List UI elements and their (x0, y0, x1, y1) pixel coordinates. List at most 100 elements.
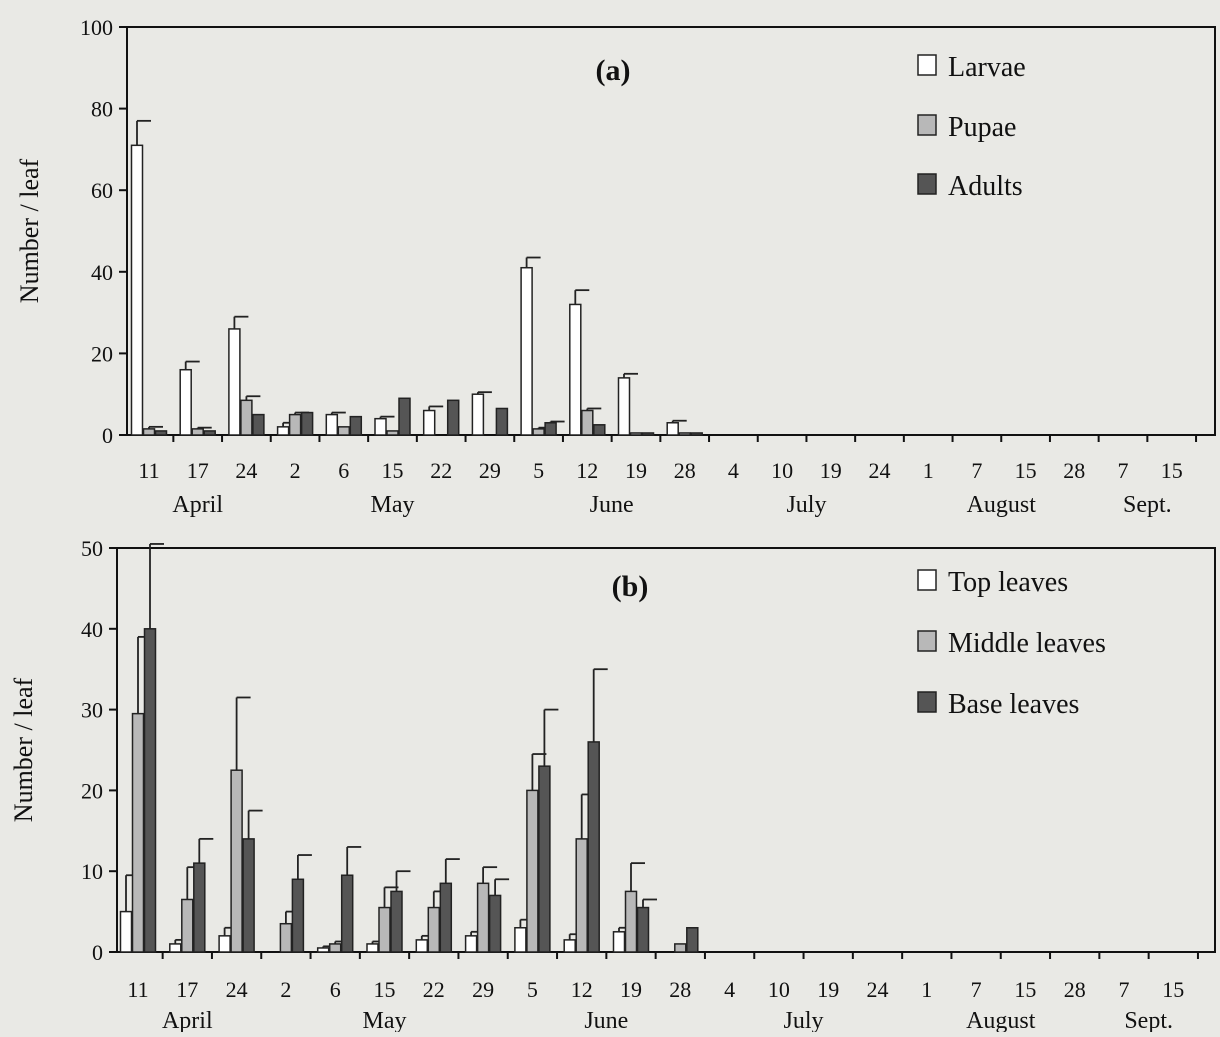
bar (374, 417, 387, 436)
series-base-leaves (143, 543, 699, 953)
x-tick-label: 22 (430, 458, 452, 483)
legend: Top leaves Middle leaves Base leaves (917, 567, 1106, 720)
month-label: August (966, 1008, 1036, 1032)
bar (288, 413, 302, 436)
bar (495, 407, 509, 436)
bar (686, 927, 699, 953)
bar (427, 906, 441, 953)
y-axis-label: Number / leaf (15, 158, 44, 303)
series-adults (154, 397, 703, 436)
x-tick-label: 2 (280, 977, 291, 1002)
y-tick-label: 60 (91, 178, 113, 203)
bar (279, 922, 293, 953)
month-label: May (371, 492, 415, 518)
bar (446, 399, 460, 436)
bar (378, 906, 391, 953)
bar (154, 430, 168, 436)
x-tick-label: 5 (533, 458, 544, 483)
x-tick-label: 24 (867, 977, 889, 1002)
month-label: June (584, 1008, 628, 1032)
month-label: April (172, 492, 223, 518)
bar (587, 741, 600, 953)
y-tick-label: 10 (81, 859, 103, 884)
x-tick-label: 28 (1064, 977, 1086, 1002)
bar (230, 769, 243, 953)
bar (398, 397, 411, 436)
bar (581, 409, 594, 436)
x-tick-label: 19 (625, 458, 647, 483)
bar (242, 838, 255, 953)
month-label: April (162, 1008, 213, 1032)
panel-title: (b) (612, 570, 649, 603)
bar (291, 878, 305, 953)
x-tick-label: 28 (669, 977, 691, 1002)
bar (520, 266, 533, 436)
bar (349, 415, 363, 436)
x-tick-label: 29 (472, 977, 494, 1002)
bar (386, 430, 399, 436)
bar (169, 943, 182, 953)
legend-label: Top leaves (948, 567, 1068, 598)
x-tick-label: 1 (921, 977, 932, 1002)
legend-swatch (917, 630, 937, 652)
bar (612, 931, 626, 953)
legend-swatch (917, 54, 937, 76)
x-tick-label: 19 (817, 977, 839, 1002)
y-tick-label: 20 (81, 778, 103, 803)
bar (439, 882, 453, 953)
bar (316, 947, 330, 953)
bar (464, 935, 478, 953)
x-tick-label: 7 (971, 458, 982, 483)
legend: Larvae Pupae Adults (917, 52, 1026, 202)
bar (252, 413, 265, 436)
plot-frame (126, 26, 1216, 436)
bar (488, 894, 502, 953)
month-label: June (590, 492, 634, 518)
bar (131, 712, 145, 953)
x-tick-label: 28 (1063, 458, 1085, 483)
y-tick-label: 80 (91, 97, 113, 122)
x-tick-label: 7 (1118, 458, 1129, 483)
x-tick-label: 15 (1162, 977, 1184, 1002)
x-tick-label: 24 (869, 458, 891, 483)
x-tick-label: 5 (527, 977, 538, 1002)
x-tick-label: 11 (127, 977, 148, 1002)
bar (143, 628, 157, 953)
x-tick-label: 17 (176, 977, 198, 1002)
bar (593, 424, 606, 436)
bar (624, 890, 638, 953)
month-label: July (784, 1008, 824, 1032)
legend-swatch (917, 569, 937, 591)
bar (532, 428, 545, 436)
bar (328, 943, 342, 953)
x-tick-label: 29 (479, 458, 501, 483)
x-tick-label: 6 (338, 458, 349, 483)
legend-label: Larvae (948, 52, 1026, 83)
x-tick-label: 17 (187, 458, 209, 483)
bar (142, 428, 156, 436)
bar (203, 430, 216, 436)
bar (471, 393, 485, 436)
x-tick-label: 4 (724, 977, 735, 1002)
y-tick-label: 40 (91, 260, 113, 285)
bar (228, 328, 241, 436)
x-tick-label: 15 (374, 977, 396, 1002)
legend-label: Adults (948, 171, 1023, 202)
y-axis-label: Number / leaf (9, 677, 38, 822)
bar (300, 411, 314, 436)
bar (415, 939, 429, 953)
bar (276, 426, 290, 436)
bar (240, 399, 253, 436)
x-tick-label: 19 (820, 458, 842, 483)
x-tick-label: 1 (923, 458, 934, 483)
y-tick-label: 50 (81, 536, 103, 561)
series-top-leaves (119, 874, 633, 953)
series-pupae (142, 395, 691, 436)
bar (340, 874, 354, 953)
y-tick-label: 100 (80, 15, 113, 40)
x-tick-label: 24 (235, 458, 257, 483)
